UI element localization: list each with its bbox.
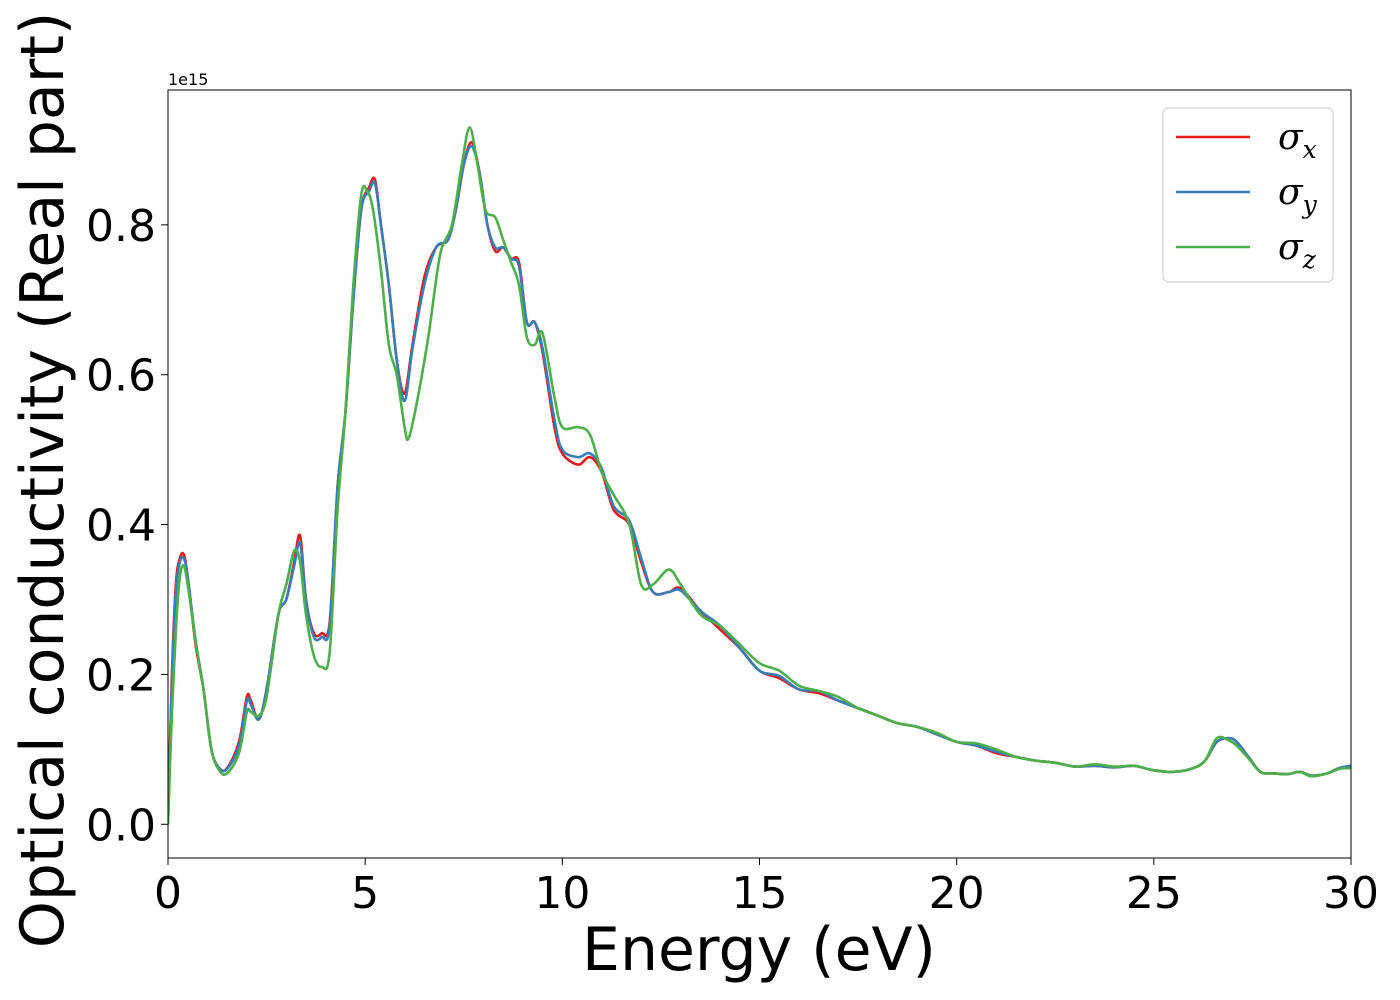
x-tick-label: 15 [732,868,788,919]
legend-label-base: σ [1278,227,1304,268]
x-tick-label: 10 [534,868,590,919]
legend-box [1162,107,1334,283]
legend-label-z: σz [1278,227,1317,274]
x-tick-label: 20 [929,868,985,919]
legend-label-base: σ [1278,172,1304,213]
y-tick-label: 0.4 [86,501,156,552]
series-line-z [168,126,1351,825]
y-axis-label: Optical conductivity (Real part) [8,12,78,949]
y-axis: 0.0 0.2 0.4 0.6 0.8 [86,201,168,851]
x-tick-label: 0 [154,868,182,919]
legend-label-subscript: y [1302,190,1318,219]
x-tick-label: 30 [1323,868,1379,919]
legend-label-x: σx [1278,117,1317,164]
x-tick-label: 25 [1126,868,1182,919]
legend-label-subscript: z [1302,245,1317,274]
legend-label-base: σ [1278,117,1304,158]
x-axis: 0 5 10 15 20 25 30 [154,858,1379,919]
y-offset-label: 1e15 [168,70,208,89]
series-layer [168,126,1351,825]
y-tick-label: 0.0 [86,800,156,851]
y-tick-label: 0.8 [86,201,156,252]
y-tick-label: 0.2 [86,650,156,701]
y-tick-label: 0.6 [86,351,156,402]
legend-label-y: σy [1278,172,1318,219]
x-axis-label: Energy (eV) [582,915,936,985]
legend-label-subscript: x [1303,135,1317,164]
x-tick-label: 5 [351,868,379,919]
